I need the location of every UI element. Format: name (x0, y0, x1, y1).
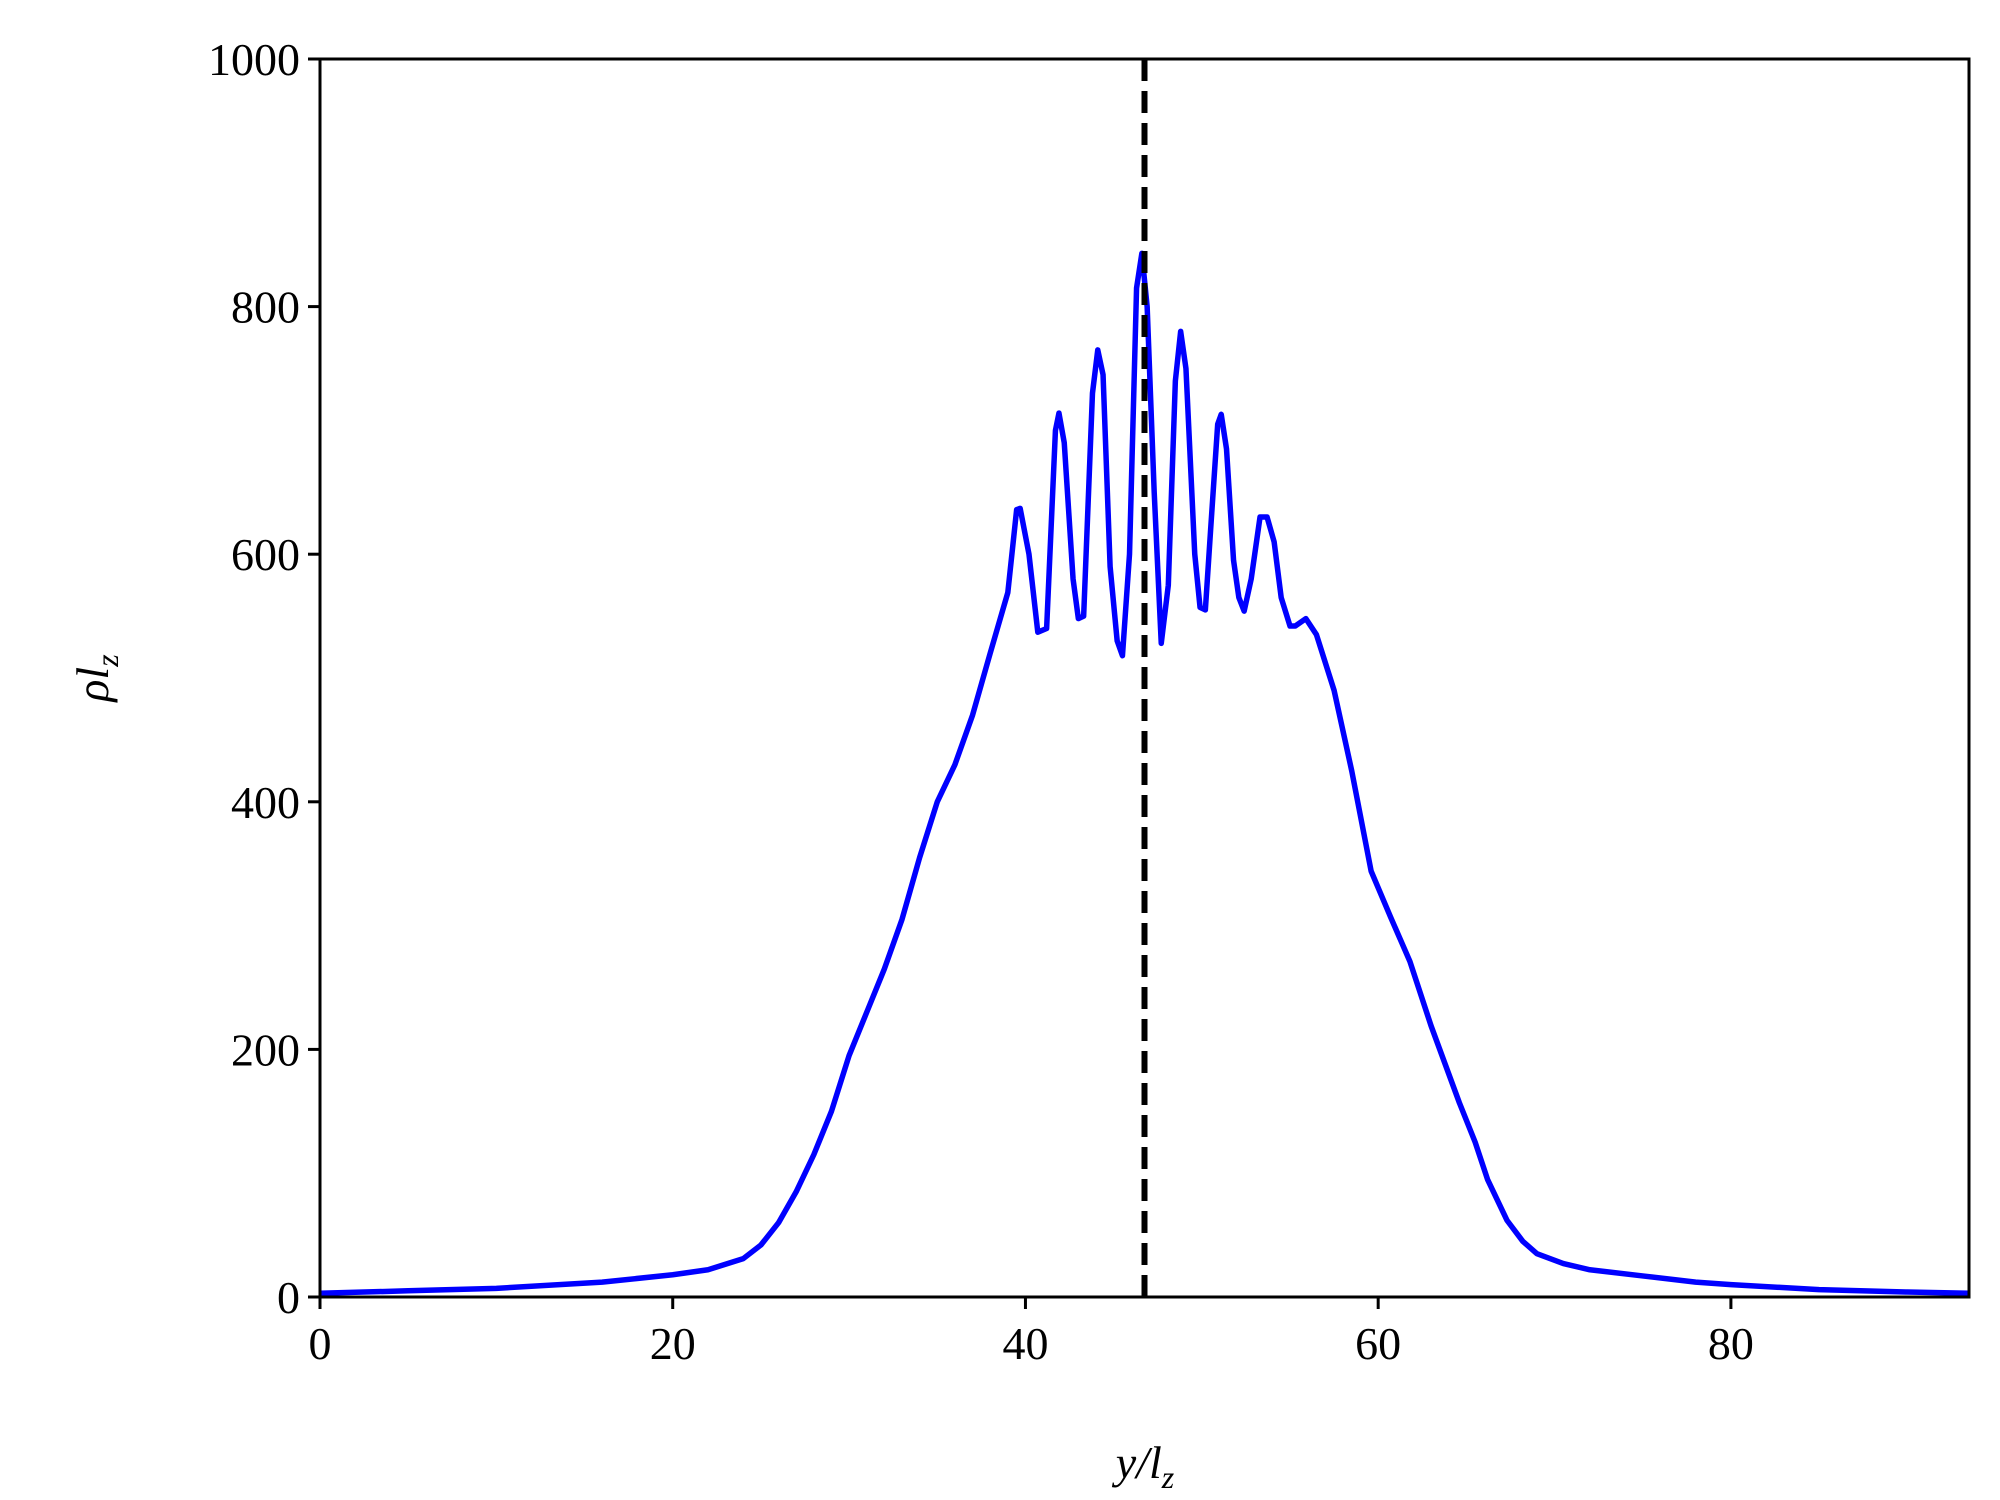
x-tick-label: 60 (1355, 1318, 1401, 1369)
x-tick-label: 40 (1002, 1318, 1048, 1369)
y-label-sub: z (89, 654, 125, 668)
x-tick-label: 20 (650, 1318, 696, 1369)
x-tick-label: 80 (1708, 1318, 1754, 1369)
x-label-sub: z (1161, 1459, 1175, 1495)
y-axis-label: ρlz (67, 654, 125, 704)
y-tick-label: 600 (231, 529, 300, 580)
y-tick-label: 0 (277, 1272, 300, 1323)
plot-frame (318, 57, 1971, 1299)
x-axis-label: y/lz (1112, 1437, 1175, 1495)
data-line (319, 250, 1970, 1297)
x-tick-label: 0 (309, 1318, 332, 1369)
y-label-main: ρl (67, 667, 118, 704)
y-tick-label: 1000 (208, 34, 300, 85)
x-label-main: y/l (1112, 1437, 1162, 1488)
y-tick-label: 400 (231, 777, 300, 828)
y-tick-label: 800 (231, 282, 300, 333)
y-tick-label: 200 (231, 1024, 300, 1075)
